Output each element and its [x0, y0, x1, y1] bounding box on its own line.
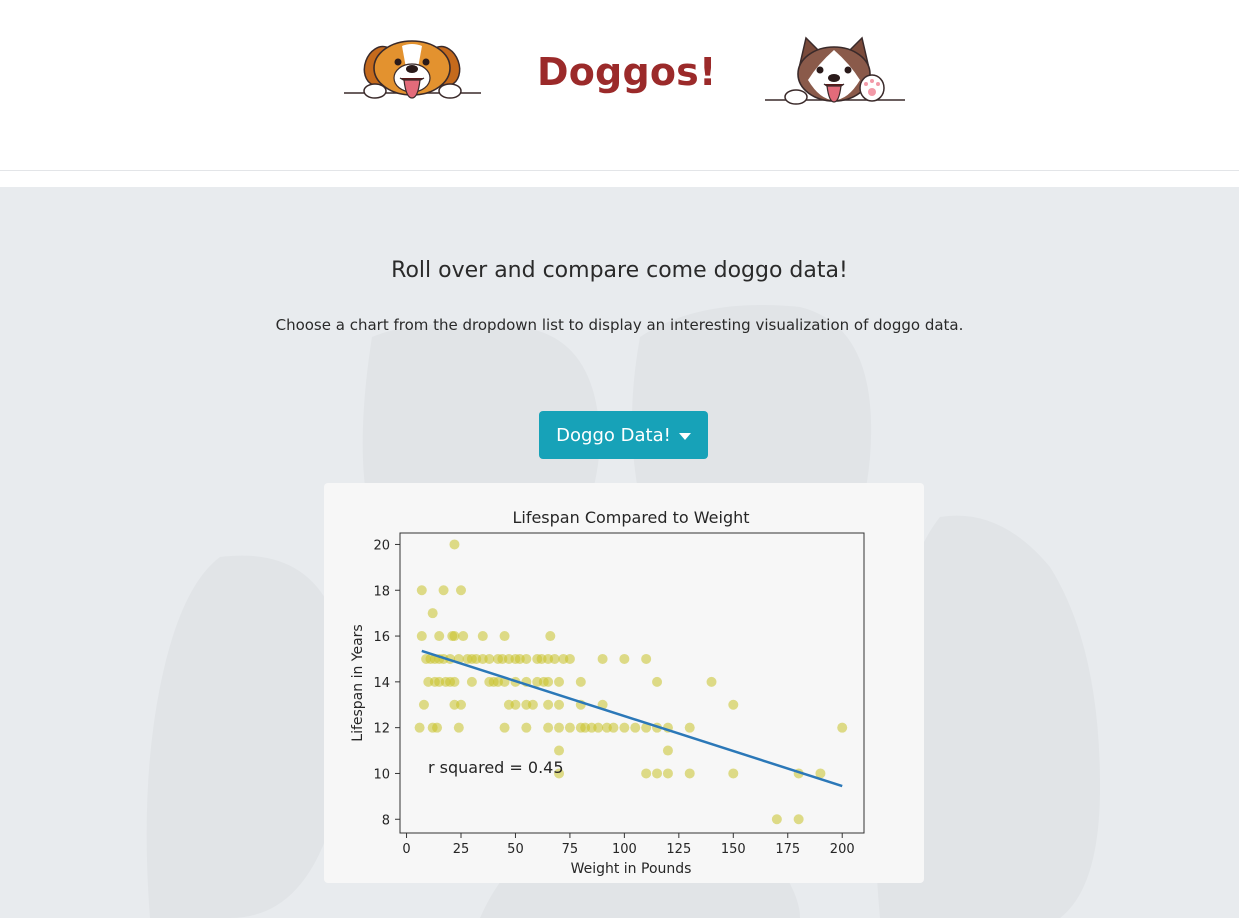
scatter-point	[662, 768, 673, 779]
chart-title: Lifespan Compared to Weight	[512, 508, 749, 527]
scatter-point	[549, 653, 560, 664]
scatter-point	[458, 631, 469, 642]
dropdown-label: Doggo Data!	[556, 424, 671, 446]
plot-area-frame	[399, 532, 865, 834]
scatter-point	[434, 631, 445, 642]
scatter-point	[706, 676, 717, 687]
scatter-point	[554, 745, 565, 756]
section-headline: Roll over and compare come doggo data!	[391, 258, 848, 283]
scatter-point	[837, 722, 848, 733]
scatter-point	[815, 768, 826, 779]
x-tick-label: 150	[721, 842, 746, 857]
scatter-point	[564, 653, 575, 664]
scatter-point	[449, 539, 460, 550]
scatter-point	[619, 653, 630, 664]
scatter-point	[521, 653, 532, 664]
scatter-point	[416, 585, 427, 596]
scatter-point	[641, 653, 652, 664]
caret-down-icon	[678, 432, 691, 440]
x-tick-label: 0	[402, 842, 410, 857]
scatter-point	[662, 745, 673, 756]
x-axis-label: Weight in Pounds	[571, 861, 692, 877]
scatter-point	[543, 699, 554, 710]
scatter-point	[771, 814, 782, 825]
main-section: Roll over and compare come doggo data! C…	[0, 187, 1239, 918]
brand-title: Doggos!	[537, 50, 717, 94]
y-tick-label: 8	[382, 813, 390, 828]
scatter-point	[652, 768, 663, 779]
scatter-point	[593, 722, 604, 733]
y-tick-label: 16	[373, 630, 390, 645]
scatter-point	[554, 676, 565, 687]
scatter-point	[449, 631, 460, 642]
x-tick-label: 100	[612, 842, 637, 857]
scatter-point	[619, 722, 630, 733]
scatter-point	[608, 722, 619, 733]
scatter-point	[527, 699, 538, 710]
scatter-point	[652, 676, 663, 687]
scatter-point	[597, 653, 608, 664]
section-description: Choose a chart from the dropdown list to…	[275, 316, 964, 334]
scatter-point	[684, 722, 695, 733]
y-tick-label: 18	[373, 584, 390, 599]
scatter-point	[641, 768, 652, 779]
scatter-point	[477, 631, 488, 642]
beagle-logo	[340, 38, 485, 109]
scatter-point	[793, 814, 804, 825]
scatter-point	[554, 699, 565, 710]
scatter-point	[575, 676, 586, 687]
scatter-point	[630, 722, 641, 733]
scatter-point	[521, 722, 532, 733]
scatter-point	[484, 653, 495, 664]
scatter-point	[554, 768, 565, 779]
scatter-point	[499, 631, 510, 642]
husky-logo	[760, 30, 910, 115]
x-tick-label: 200	[830, 842, 855, 857]
x-tick-label: 75	[562, 842, 579, 857]
x-tick-label: 50	[507, 842, 524, 857]
x-tick-label: 25	[453, 842, 470, 857]
scatter-point	[684, 768, 695, 779]
scatter-point	[449, 676, 460, 687]
x-tick-label: 175	[775, 842, 800, 857]
scatter-point	[543, 676, 554, 687]
scatter-point	[455, 699, 466, 710]
scatter-point	[466, 676, 477, 687]
x-tick-label: 125	[666, 842, 691, 857]
site-header: Doggos!	[0, 0, 1239, 171]
doggo-data-dropdown-button[interactable]: Doggo Data!	[539, 411, 708, 459]
scatter-point	[453, 722, 464, 733]
scatter-point	[432, 722, 443, 733]
scatter-point	[510, 699, 521, 710]
y-tick-label: 10	[373, 767, 390, 782]
scatter-point	[455, 585, 466, 596]
scatter-point	[728, 699, 739, 710]
scatter-point	[554, 722, 565, 733]
regression-line	[421, 649, 843, 788]
r-squared-annotation: r squared = 0.45	[428, 758, 564, 777]
scatter-point	[545, 631, 556, 642]
scatter-point	[499, 722, 510, 733]
scatter-chart: Lifespan Compared to Weight 0 25 50 75 100 12…	[350, 508, 865, 877]
scatter-point	[418, 699, 429, 710]
chart-card: Lifespan Compared to Weight 0 25 50 75 100 12…	[324, 483, 924, 883]
scatter-point	[414, 722, 425, 733]
scatter-point	[728, 768, 739, 779]
y-tick-label: 12	[373, 722, 390, 737]
y-tick-label: 20	[373, 538, 390, 553]
scatter-point	[564, 722, 575, 733]
y-axis-label: Lifespan in Years	[350, 624, 366, 741]
scatter-point	[438, 585, 449, 596]
y-tick-label: 14	[373, 676, 390, 691]
scatter-point	[416, 631, 427, 642]
scatter-point	[427, 608, 438, 619]
scatter-point	[543, 722, 554, 733]
